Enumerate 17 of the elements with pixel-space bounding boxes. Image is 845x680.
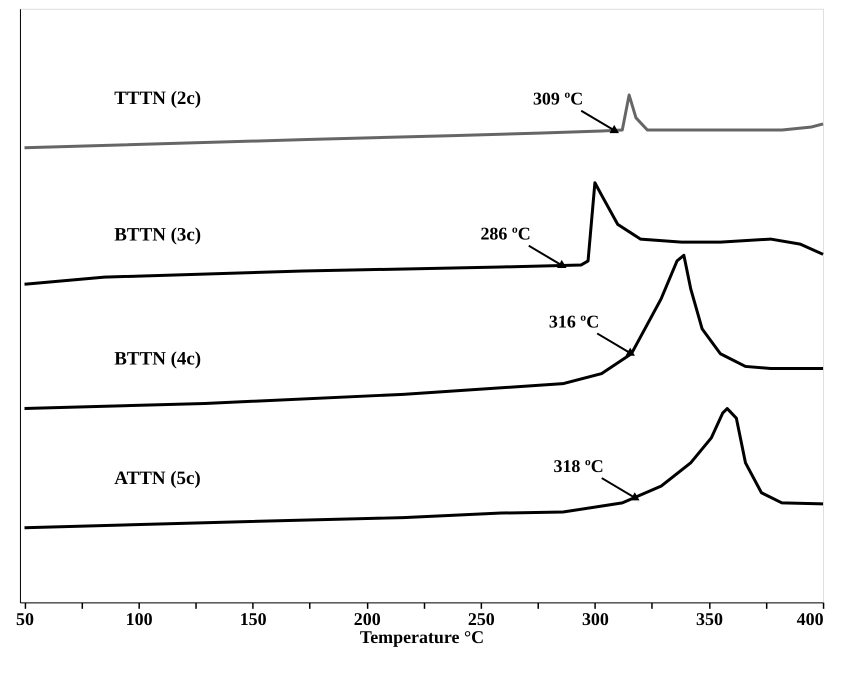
annotation: 316 ºC [548, 311, 600, 332]
x-axis-title: Temperature °C [360, 626, 484, 647]
series-label: ATTN (5c) [114, 468, 201, 489]
annotation: 318 ºC [553, 456, 604, 476]
series-label: BTTN (3c) [114, 224, 202, 246]
x-tick-label: 150 [240, 608, 267, 629]
series-label: BTTN (4c) [114, 348, 202, 370]
annotation: 286 ºC [480, 224, 531, 244]
x-tick-label: 50 [16, 608, 34, 629]
x-tick-label: 300 [582, 608, 609, 629]
x-tick-label: 400 [796, 608, 824, 629]
annotation: 309 ºC [532, 88, 584, 109]
x-tick-label: 250 [468, 608, 495, 629]
series-label: TTTN (2c) [114, 88, 202, 109]
x-tick-label: 100 [126, 608, 153, 629]
x-tick-label: 350 [696, 608, 723, 629]
x-tick-label: 200 [354, 608, 381, 629]
